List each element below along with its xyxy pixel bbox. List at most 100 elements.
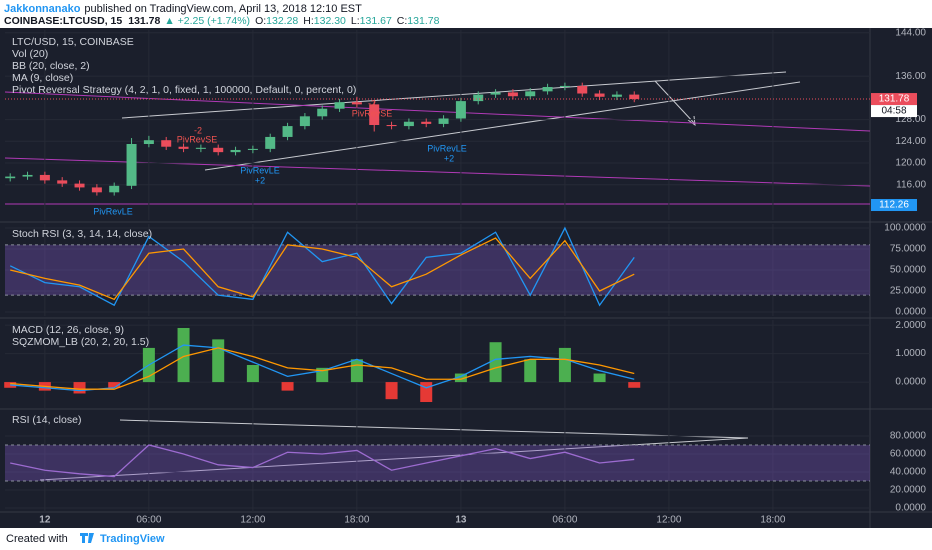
y-tick-label: 80.0000	[890, 431, 927, 442]
y-tick-label: 2.0000	[895, 320, 926, 331]
y-tick-label: 0.0000	[895, 503, 926, 514]
candle-body	[5, 176, 16, 179]
candle-body	[351, 102, 362, 105]
candle-body	[403, 121, 414, 127]
last-price-badge	[871, 93, 917, 106]
legend-entry: LTC/USD, 15, COINBASE	[12, 36, 134, 48]
histogram-bar	[454, 373, 467, 383]
trend-line	[119, 419, 749, 439]
y-tick-label: 120.00	[895, 158, 926, 169]
candle-body	[542, 87, 553, 92]
author[interactable]: Jakkonnanako	[4, 3, 81, 15]
y-tick-label: 136.00	[895, 71, 926, 82]
y-tick-label: 50.0000	[890, 265, 927, 276]
footer-brand[interactable]: TradingView	[100, 533, 165, 545]
x-tick-label: 12:00	[656, 515, 681, 526]
legend-entry: Pivot Reversal Strategy (4, 2, 1, 0, fix…	[12, 84, 356, 96]
ohlc-value: 131.67	[360, 15, 392, 27]
change: ▲ +2.25 (+1.74%)	[164, 15, 250, 27]
annotation: PivRevSE	[177, 134, 218, 144]
y-tick-label: 144.00	[895, 27, 926, 38]
y-tick-label: 40.0000	[890, 467, 927, 478]
histogram-bar	[489, 342, 502, 383]
annotation: PivRevLE	[427, 143, 467, 153]
header-line-2: COINBASE:LTCUSD, 15 131.78 ▲ +2.25 (+1.74%…	[4, 15, 440, 27]
candle-body	[629, 94, 640, 100]
candle-body	[507, 92, 518, 97]
candle-body	[74, 183, 85, 188]
candle-body	[57, 180, 68, 184]
y-tick-label: 128.00	[895, 114, 926, 125]
annotation: -2	[194, 125, 202, 135]
histogram-bar	[558, 347, 571, 383]
candle-body	[109, 185, 120, 193]
y-tick-label: 100.0000	[884, 223, 926, 234]
candle-body	[594, 93, 605, 97]
candle-body	[265, 136, 276, 149]
legend-entry: Vol (20)	[12, 48, 48, 60]
indicator-line	[10, 347, 635, 390]
candle-body	[195, 147, 206, 149]
x-tick-label: 12:00	[240, 515, 265, 526]
annotation: +2	[255, 175, 265, 185]
histogram-bar	[350, 359, 363, 383]
legend-entry: MACD (12, 26, close, 9)	[12, 324, 124, 336]
ohlc-key: L:	[351, 15, 360, 27]
candle-body	[39, 174, 50, 181]
y-tick-label: 25.0000	[890, 286, 927, 297]
candle-body	[334, 102, 345, 109]
histogram-bar	[524, 359, 537, 383]
candle-body	[490, 92, 501, 95]
countdown-label: 04:58	[881, 106, 906, 117]
histogram-bar	[177, 327, 190, 383]
histogram-bar	[593, 373, 606, 383]
y-tick-label: 0.0000	[895, 307, 926, 318]
arrow-head	[687, 115, 696, 127]
y-tick-label: 0.0000	[895, 377, 926, 388]
y-tick-label: 75.0000	[890, 244, 927, 255]
histogram-bar	[281, 382, 294, 391]
histogram-bar	[108, 382, 121, 388]
x-tick-label: 12	[39, 515, 51, 526]
level-label: 112.26	[879, 200, 909, 211]
trend-line	[654, 80, 696, 125]
y-tick-label: 116.00	[896, 179, 926, 190]
drawings	[4, 71, 871, 481]
candle-body	[421, 121, 432, 124]
candle-body	[455, 101, 466, 119]
indicator-line	[10, 444, 635, 478]
header-line-1: Jakkonnanako published on TradingView.com…	[4, 3, 362, 15]
candle-body	[473, 94, 484, 102]
band	[5, 244, 870, 296]
histogram-bar	[212, 339, 225, 383]
candle-body	[438, 118, 449, 124]
x-tick-label: 18:00	[344, 515, 369, 526]
annotation: PivRevLE	[240, 165, 280, 175]
y-tick-label: 60.0000	[890, 449, 927, 460]
y-tick-label: 20.0000	[890, 485, 927, 496]
indicator-line	[9, 226, 635, 307]
annotation: -2	[368, 98, 376, 108]
annotation: PivRevSE	[352, 108, 393, 118]
histogram-bar	[385, 382, 398, 400]
candle-body	[611, 94, 622, 97]
legend-entry: SQZMOM_LB (20, 2, 20, 1.5)	[12, 336, 149, 348]
candle-body	[369, 104, 380, 125]
last-price-label: 131.78	[879, 94, 910, 105]
histogram-bar	[73, 382, 86, 394]
histogram-bar	[420, 382, 433, 403]
candle-body	[247, 148, 258, 150]
legend-entry: Stoch RSI (3, 3, 14, 14, close)	[12, 228, 152, 240]
trend-line	[204, 81, 801, 171]
histogram-bar	[628, 382, 641, 388]
level-badge	[871, 199, 917, 212]
legend-entry: RSI (14, close)	[12, 414, 81, 426]
price: 131.78	[128, 15, 160, 27]
ohlc-value: 132.30	[314, 15, 346, 27]
x-tick-label: 13	[455, 515, 467, 526]
band	[5, 445, 870, 482]
y-tick-label: 1.0000	[895, 348, 926, 359]
ohlc-value: 132.28	[266, 15, 298, 27]
